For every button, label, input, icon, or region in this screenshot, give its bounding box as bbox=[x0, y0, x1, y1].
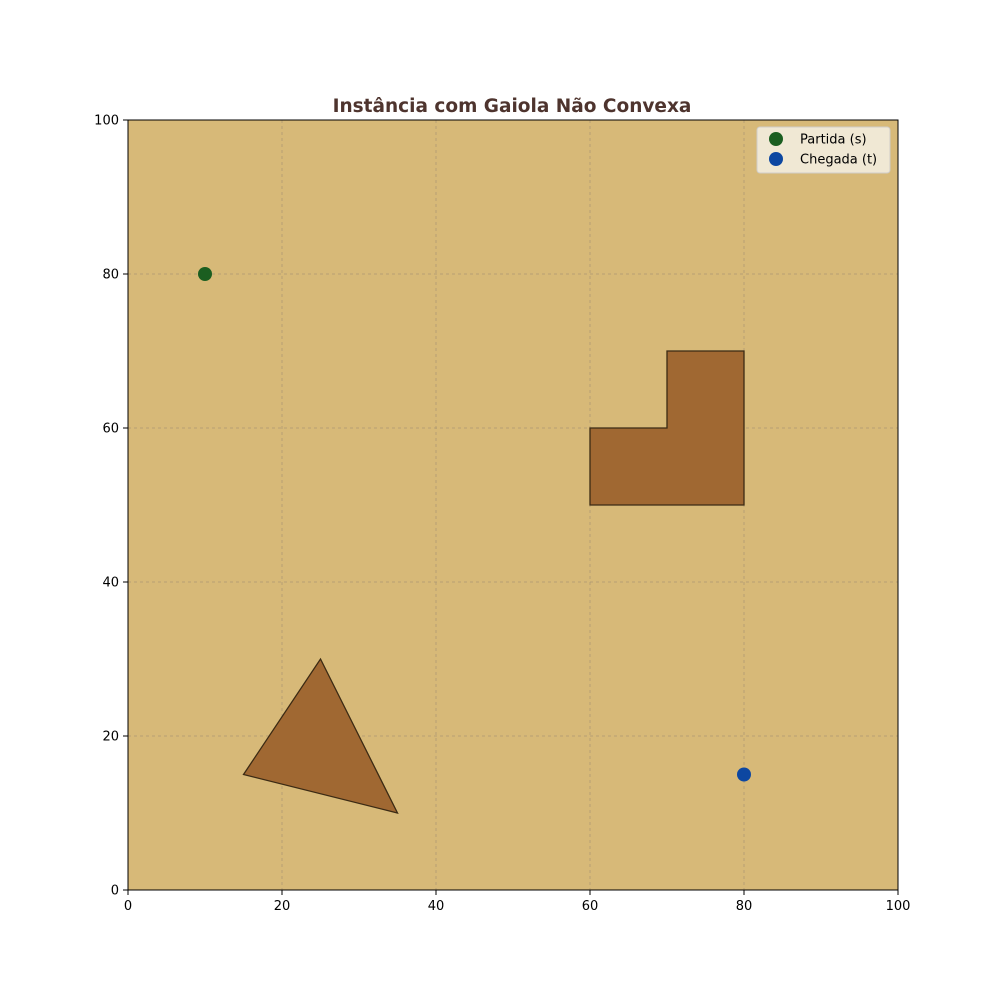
axis-ticks: 0 20 40 60 80 100 0 20 40 60 80 100 bbox=[94, 114, 910, 915]
legend-label-1: Partida (s) bbox=[800, 133, 867, 148]
plot-frame bbox=[127, 119, 899, 891]
legend-box bbox=[756, 126, 891, 174]
legend-marker-1 bbox=[769, 132, 783, 146]
obstacle-polygon-1 bbox=[242, 657, 399, 814]
y-tick-label-5: 100 bbox=[94, 114, 119, 129]
y-tick-label-0: 0 bbox=[111, 884, 119, 899]
legend: Partida (s) Chegada (t) bbox=[756, 126, 891, 174]
y-tick-label-4: 80 bbox=[102, 268, 119, 283]
y-tick-label-3: 60 bbox=[102, 422, 119, 437]
obstacles bbox=[242, 350, 745, 814]
legend-marker-2 bbox=[769, 152, 783, 166]
x-tick-label-0: 0 bbox=[124, 899, 132, 914]
x-tick-label-2: 40 bbox=[428, 899, 445, 914]
point-series-2-0 bbox=[737, 767, 751, 782]
data-points bbox=[198, 267, 751, 782]
x-tick-label-1: 20 bbox=[274, 899, 291, 914]
y-tick-label-2: 40 bbox=[102, 576, 119, 591]
x-tick-label-5: 100 bbox=[886, 899, 911, 914]
obstacle-polygon-2 bbox=[589, 350, 745, 506]
legend-label-2: Chegada (t) bbox=[800, 153, 877, 168]
point-series-1-0 bbox=[198, 267, 212, 281]
x-tick-label-4: 80 bbox=[736, 899, 753, 914]
x-tick-label-3: 60 bbox=[582, 899, 599, 914]
chart-title: Instância com Gaiola Não Convexa bbox=[333, 96, 692, 117]
y-tick-label-1: 20 bbox=[102, 730, 119, 745]
